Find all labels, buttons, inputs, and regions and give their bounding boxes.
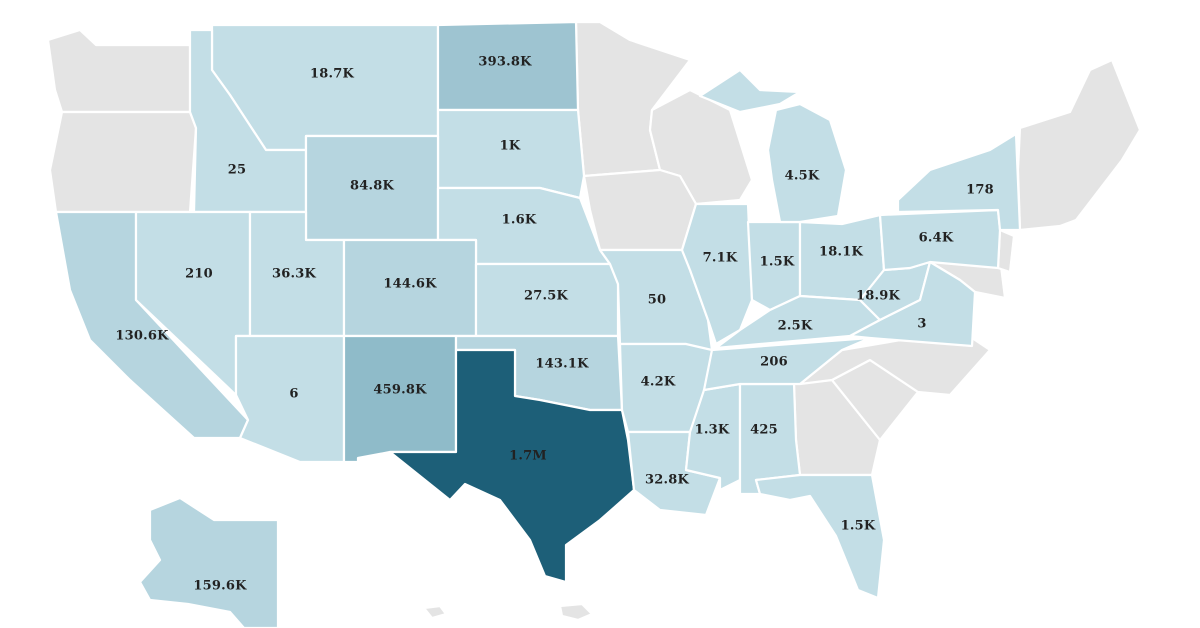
value-label-IL: 7.1K <box>703 251 738 266</box>
value-label-TX: 1.7M <box>509 449 547 464</box>
state-IA[interactable] <box>582 168 698 252</box>
state-WA[interactable] <box>46 28 192 114</box>
value-label-CA: 130.6K <box>115 329 169 344</box>
state-OR[interactable] <box>48 110 198 214</box>
value-label-MI: 4.5K <box>785 169 820 184</box>
data-states <box>54 20 1022 628</box>
value-label-TN: 206 <box>760 355 788 370</box>
state-HI[interactable] <box>422 602 594 622</box>
value-label-IN: 1.5K <box>760 255 795 270</box>
state-AK[interactable] <box>138 496 280 628</box>
value-label-SD: 1K <box>500 139 521 154</box>
value-label-WY: 84.8K <box>350 179 394 194</box>
state-NM[interactable] <box>342 334 458 464</box>
value-label-MO: 50 <box>648 293 667 308</box>
value-label-NV: 210 <box>185 267 213 282</box>
state-SD[interactable] <box>436 108 586 200</box>
state-TX[interactable] <box>388 348 636 584</box>
value-label-PA: 6.4K <box>919 231 954 246</box>
value-label-MS: 1.3K <box>695 423 730 438</box>
value-label-OK: 143.1K <box>535 357 589 372</box>
value-label-AK: 159.6K <box>193 579 247 594</box>
state-NC[interactable] <box>798 328 992 397</box>
no-data-states <box>46 20 1142 622</box>
value-label-AL: 425 <box>750 423 778 438</box>
value-label-WV: 18.9K <box>856 289 900 304</box>
value-label-CO: 144.6K <box>383 277 437 292</box>
state-FL[interactable] <box>754 473 886 600</box>
state-new-england[interactable] <box>1016 58 1142 232</box>
value-label-ND: 393.8K <box>478 55 532 70</box>
value-label-AR: 4.2K <box>641 375 676 390</box>
value-label-NM: 459.8K <box>373 383 427 398</box>
value-label-NE: 1.6K <box>502 213 537 228</box>
value-label-FL: 1.5K <box>841 519 876 534</box>
value-label-KS: 27.5K <box>524 289 568 304</box>
value-label-OH: 18.1K <box>819 245 863 260</box>
state-VA[interactable] <box>848 260 977 348</box>
value-label-MT: 18.7K <box>310 67 354 82</box>
state-NY[interactable] <box>896 132 1022 232</box>
value-label-NY: 178 <box>966 183 994 198</box>
state-MI[interactable] <box>698 68 848 224</box>
value-label-UT: 36.3K <box>272 267 316 282</box>
value-label-LA: 32.8K <box>645 473 689 488</box>
value-label-ID: 25 <box>228 163 247 178</box>
value-label-AZ: 6 <box>289 387 298 402</box>
value-label-VA: 3 <box>917 317 926 332</box>
value-labels: 18.7K 393.8K 1K 25 84.8K 1.6K 210 36.3K … <box>115 55 993 594</box>
value-label-KY: 2.5K <box>778 319 813 334</box>
